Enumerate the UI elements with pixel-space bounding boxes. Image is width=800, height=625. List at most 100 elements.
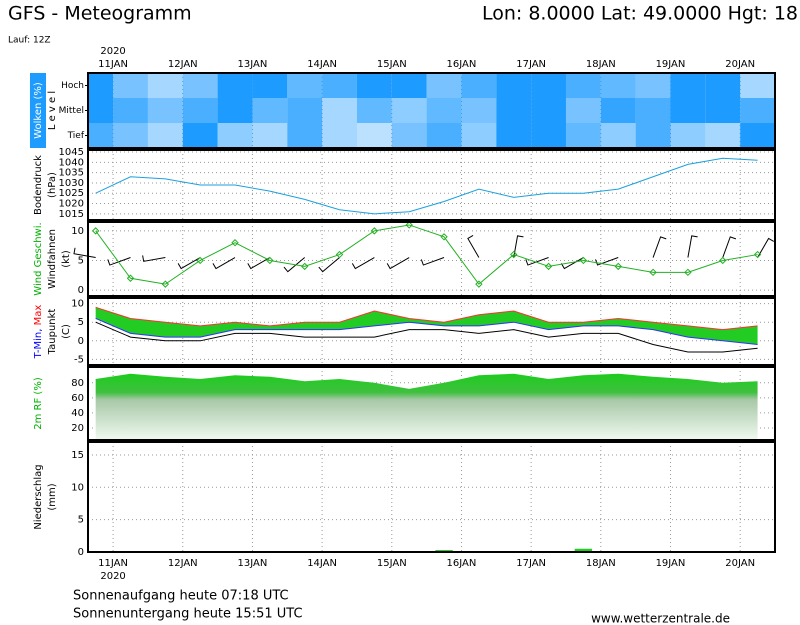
- title: GFS - Meteogramm: [8, 3, 192, 25]
- wind-barb: [107, 257, 131, 266]
- x-tick-label: 11JAN: [98, 558, 128, 569]
- y-axis-label: Bodendruck: [33, 155, 44, 215]
- cloud-cell: [391, 98, 427, 123]
- cloud-cell: [287, 73, 323, 98]
- wind-marker: [196, 256, 204, 265]
- dewpoint-line: [95, 321, 758, 353]
- tmax-line: [95, 306, 758, 331]
- wind-barb: [247, 257, 271, 270]
- cloud-cell: [182, 73, 218, 98]
- cloud-cell: [705, 73, 741, 98]
- y-axis-label-part: L e v e l: [47, 91, 58, 130]
- wind-marker: [405, 221, 413, 229]
- panel-background: [88, 150, 775, 220]
- y-axis-label: 2m RF (%): [33, 377, 44, 430]
- cloud-cell: [88, 98, 114, 123]
- wind-marker: [91, 227, 100, 235]
- x-tick-label: 18JAN: [586, 558, 616, 569]
- panel-border: [87, 297, 776, 366]
- cloud-cell: [113, 123, 148, 148]
- y-axis-label: Wind Geschwi.: [33, 222, 44, 295]
- cloud-cell: [426, 123, 462, 148]
- x-tick-label: 18JAN: [586, 59, 616, 70]
- y-tick-label: 10: [71, 482, 84, 493]
- y-axis-label-part: (mm): [47, 483, 58, 510]
- wind-barb: [351, 257, 375, 270]
- cloud-cell: [670, 73, 706, 98]
- cloud-cell: [600, 98, 636, 123]
- cloud-cell: [496, 123, 532, 148]
- wind-marker: [126, 274, 135, 282]
- cloud-cell: [740, 98, 775, 123]
- y-tick-label: 0: [78, 547, 84, 558]
- y-axis-label-part: 2m RF (%): [33, 377, 44, 430]
- panel-background: [88, 222, 775, 296]
- y-axis-label-part: Taupunkt: [47, 309, 58, 356]
- y-axis-label: (hPa): [47, 172, 58, 198]
- cloud-cell: [182, 123, 218, 148]
- cloud-cell: [461, 123, 497, 148]
- wind-marker: [614, 262, 622, 271]
- wind-marker: [335, 250, 344, 259]
- source: www.wetterzentrale.de: [591, 612, 730, 625]
- wind-barb: [212, 257, 236, 270]
- y-tick-label: 1025: [59, 188, 84, 199]
- x-tick-label: 16JAN: [447, 59, 477, 70]
- x-tick-label: 20JAN: [725, 558, 755, 569]
- wind-marker: [684, 268, 692, 277]
- panel-border: [87, 221, 776, 297]
- y-tick-label: 1020: [59, 199, 84, 210]
- cloud-cell: [217, 73, 253, 98]
- x-tick-label: 12JAN: [168, 59, 198, 70]
- cloud-cell: [600, 123, 636, 148]
- y-axis-label-part: T-Min,: [33, 329, 44, 360]
- y-tick-label: 60: [71, 393, 84, 404]
- y-axis-label: Taupunkt: [47, 309, 58, 356]
- cloud-cell: [496, 98, 532, 123]
- x-tick-label: 19JAN: [656, 558, 686, 569]
- y-tick-label: 10: [71, 226, 84, 237]
- x-tick-label: 15JAN: [377, 59, 407, 70]
- wind-marker: [370, 227, 379, 235]
- cloud-cell: [391, 123, 427, 148]
- pressure-line: [95, 157, 758, 215]
- panel-border: [87, 366, 776, 441]
- x-tick-label: 19JAN: [656, 59, 686, 70]
- wind-barb: [595, 257, 619, 266]
- y-tick-label: 10: [71, 299, 84, 310]
- cloud-cell: [252, 73, 288, 98]
- cloud-cell: [705, 98, 741, 123]
- y-tick-label: 0: [78, 285, 84, 296]
- cloud-cell: [740, 123, 775, 148]
- wind-barb: [757, 237, 775, 258]
- y-tick-label: 5: [78, 317, 84, 328]
- y-tick-label: 1030: [59, 178, 84, 189]
- y-tick-label: 15: [71, 450, 84, 461]
- run-time: Lauf: 12Z: [8, 36, 51, 46]
- wind-marker: [475, 280, 483, 288]
- wind-barb: [687, 235, 698, 258]
- cloud-cell: [322, 98, 357, 123]
- location: Lon: 8.0000 Lat: 49.0000 Hgt: 18: [482, 3, 798, 25]
- x-tick-label: 14JAN: [307, 59, 337, 70]
- x-tick-label: 17JAN: [516, 558, 546, 569]
- sunset: Sonnenuntergang heute 15:51 UTC: [73, 607, 303, 622]
- y-axis-label-part: Wolken (%): [33, 82, 44, 139]
- sunrise: Sonnenaufgang heute 07:18 UTC: [73, 589, 289, 604]
- x-tick-label: 17JAN: [516, 59, 546, 70]
- cloud-cell: [670, 123, 706, 148]
- wind-marker: [510, 250, 518, 259]
- cloud-cell: [287, 123, 323, 148]
- panel-background: [88, 442, 775, 552]
- cloud-cell: [461, 73, 497, 98]
- cloud-cell: [356, 73, 392, 98]
- level-label: Hoch: [61, 81, 84, 91]
- y-axis-label-part: Niederschlag: [33, 464, 44, 529]
- cloud-cell: [635, 123, 671, 148]
- wind-marker: [231, 239, 239, 247]
- x-tick-label: 14JAN: [307, 558, 337, 569]
- x-tick-label: 11JAN: [98, 59, 128, 70]
- wind-marker: [266, 256, 274, 265]
